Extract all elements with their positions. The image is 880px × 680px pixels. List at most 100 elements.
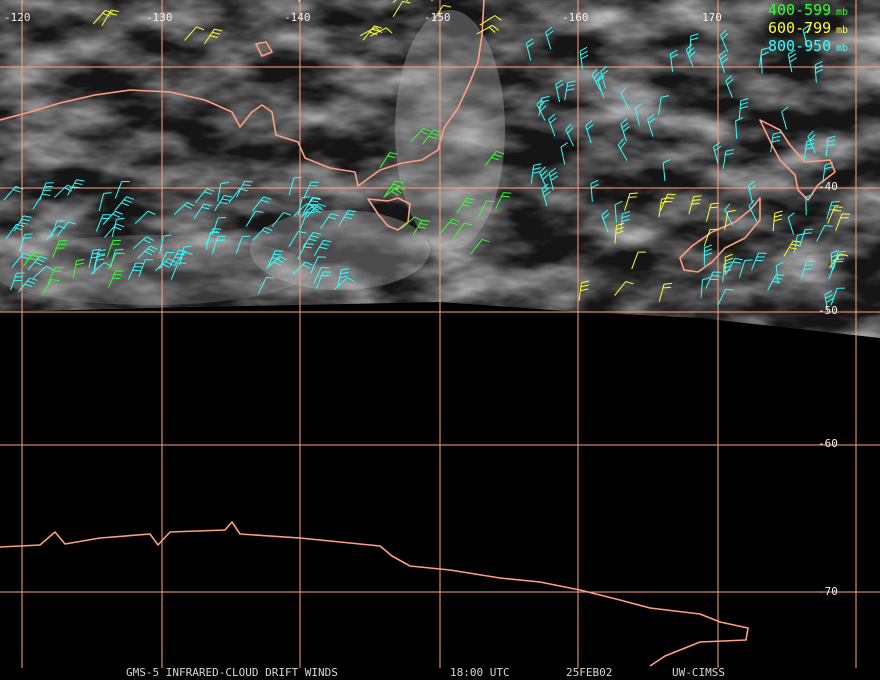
barb-feather <box>91 256 100 259</box>
barb-feather <box>312 209 321 214</box>
wind-barb <box>585 120 594 144</box>
latitude-label: -70 <box>818 585 838 598</box>
barb-feather <box>344 216 353 220</box>
barb-feather <box>121 202 130 206</box>
barb-feather <box>503 192 512 194</box>
barb-staff <box>601 215 609 233</box>
barb-staff <box>297 197 303 216</box>
barb-feather <box>825 294 833 300</box>
wind-barb <box>799 228 813 248</box>
barb-feather <box>775 261 784 267</box>
barb-feather <box>24 283 33 288</box>
barb-feather <box>660 200 669 204</box>
barb-feather <box>532 167 542 170</box>
barb-feather <box>725 75 732 82</box>
wind-barb <box>657 95 670 116</box>
barb-feather <box>310 200 319 203</box>
barb-staff <box>617 144 628 161</box>
wind-barb <box>787 49 797 72</box>
barb-feather <box>748 199 755 207</box>
barb-feather <box>392 183 401 187</box>
barb-feather <box>464 222 473 226</box>
barb-feather <box>204 191 213 195</box>
barb-staff <box>835 213 843 232</box>
wind-barb <box>827 206 843 224</box>
wind-barb <box>751 252 767 271</box>
barb-staff <box>88 250 94 268</box>
barb-staff <box>18 234 26 252</box>
barb-staff <box>184 26 197 41</box>
legend-unit: mb <box>836 25 848 36</box>
barb-staff <box>193 203 205 220</box>
barb-feather <box>761 47 770 51</box>
barb-staff <box>271 212 284 227</box>
wind-barb <box>530 163 542 184</box>
barb-staff <box>787 54 793 72</box>
latitude-label: -60 <box>818 437 838 450</box>
wind-barb <box>688 195 702 215</box>
wind-barb <box>106 239 122 258</box>
wind-barb <box>555 79 564 103</box>
barb-feather <box>67 221 76 225</box>
barb-feather <box>826 143 835 147</box>
wind-barb <box>825 135 836 157</box>
longitude-label: -120 <box>4 11 31 24</box>
wind-barb <box>614 200 623 223</box>
barb-staff <box>23 251 35 267</box>
barb-staff <box>614 225 617 244</box>
barb-feather <box>670 49 678 55</box>
wind-barb <box>600 66 609 89</box>
barb-feather <box>143 238 151 244</box>
barb-staff <box>313 267 322 284</box>
wind-barb <box>9 272 25 291</box>
barb-feather <box>804 228 813 231</box>
barb-staff <box>359 27 377 37</box>
barb-staff <box>634 107 640 126</box>
barb-staff <box>102 210 116 225</box>
wind-barb <box>617 138 628 161</box>
barb-feather <box>481 238 490 243</box>
wind-barb <box>747 180 757 204</box>
barb-feather <box>721 57 729 64</box>
barb-feather <box>51 278 60 282</box>
barb-feather <box>201 206 210 210</box>
barb-staff <box>495 192 504 210</box>
barb-feather <box>146 236 154 241</box>
wind-barb <box>300 203 322 218</box>
barb-feather <box>540 105 547 112</box>
barb-feather <box>302 196 311 199</box>
wind-barb <box>738 259 753 278</box>
barb-feather <box>539 166 546 173</box>
barb-feather <box>102 12 111 17</box>
barb-feather <box>688 51 696 58</box>
barb-feather <box>726 78 734 85</box>
barb-staff <box>787 217 795 235</box>
barb-feather <box>567 127 574 134</box>
barb-feather <box>261 229 270 234</box>
barb-feather <box>45 265 54 271</box>
barb-feather <box>526 42 535 48</box>
barb-staff <box>555 84 561 103</box>
barb-feather <box>532 171 541 174</box>
wind-barb <box>440 218 460 234</box>
barb-feather <box>112 213 121 218</box>
barb-feather <box>538 101 545 109</box>
barb-staff <box>169 250 180 267</box>
barb-feather <box>815 68 824 74</box>
barb-staff <box>303 181 312 199</box>
barb-feather <box>451 218 460 223</box>
barb-staff <box>614 204 617 223</box>
barb-staff <box>548 172 554 191</box>
barb-staff <box>799 229 806 248</box>
wind-barb <box>601 209 610 233</box>
wind-barb <box>108 270 124 288</box>
wind-barb <box>193 203 212 220</box>
barb-feather <box>219 201 228 205</box>
barb-feather <box>548 113 556 120</box>
barb-staff <box>338 210 349 226</box>
barb-staff <box>11 253 24 268</box>
barb-staff <box>92 10 106 25</box>
barb-feather <box>176 253 185 256</box>
wind-barb <box>824 290 834 313</box>
barb-staff <box>293 203 308 217</box>
